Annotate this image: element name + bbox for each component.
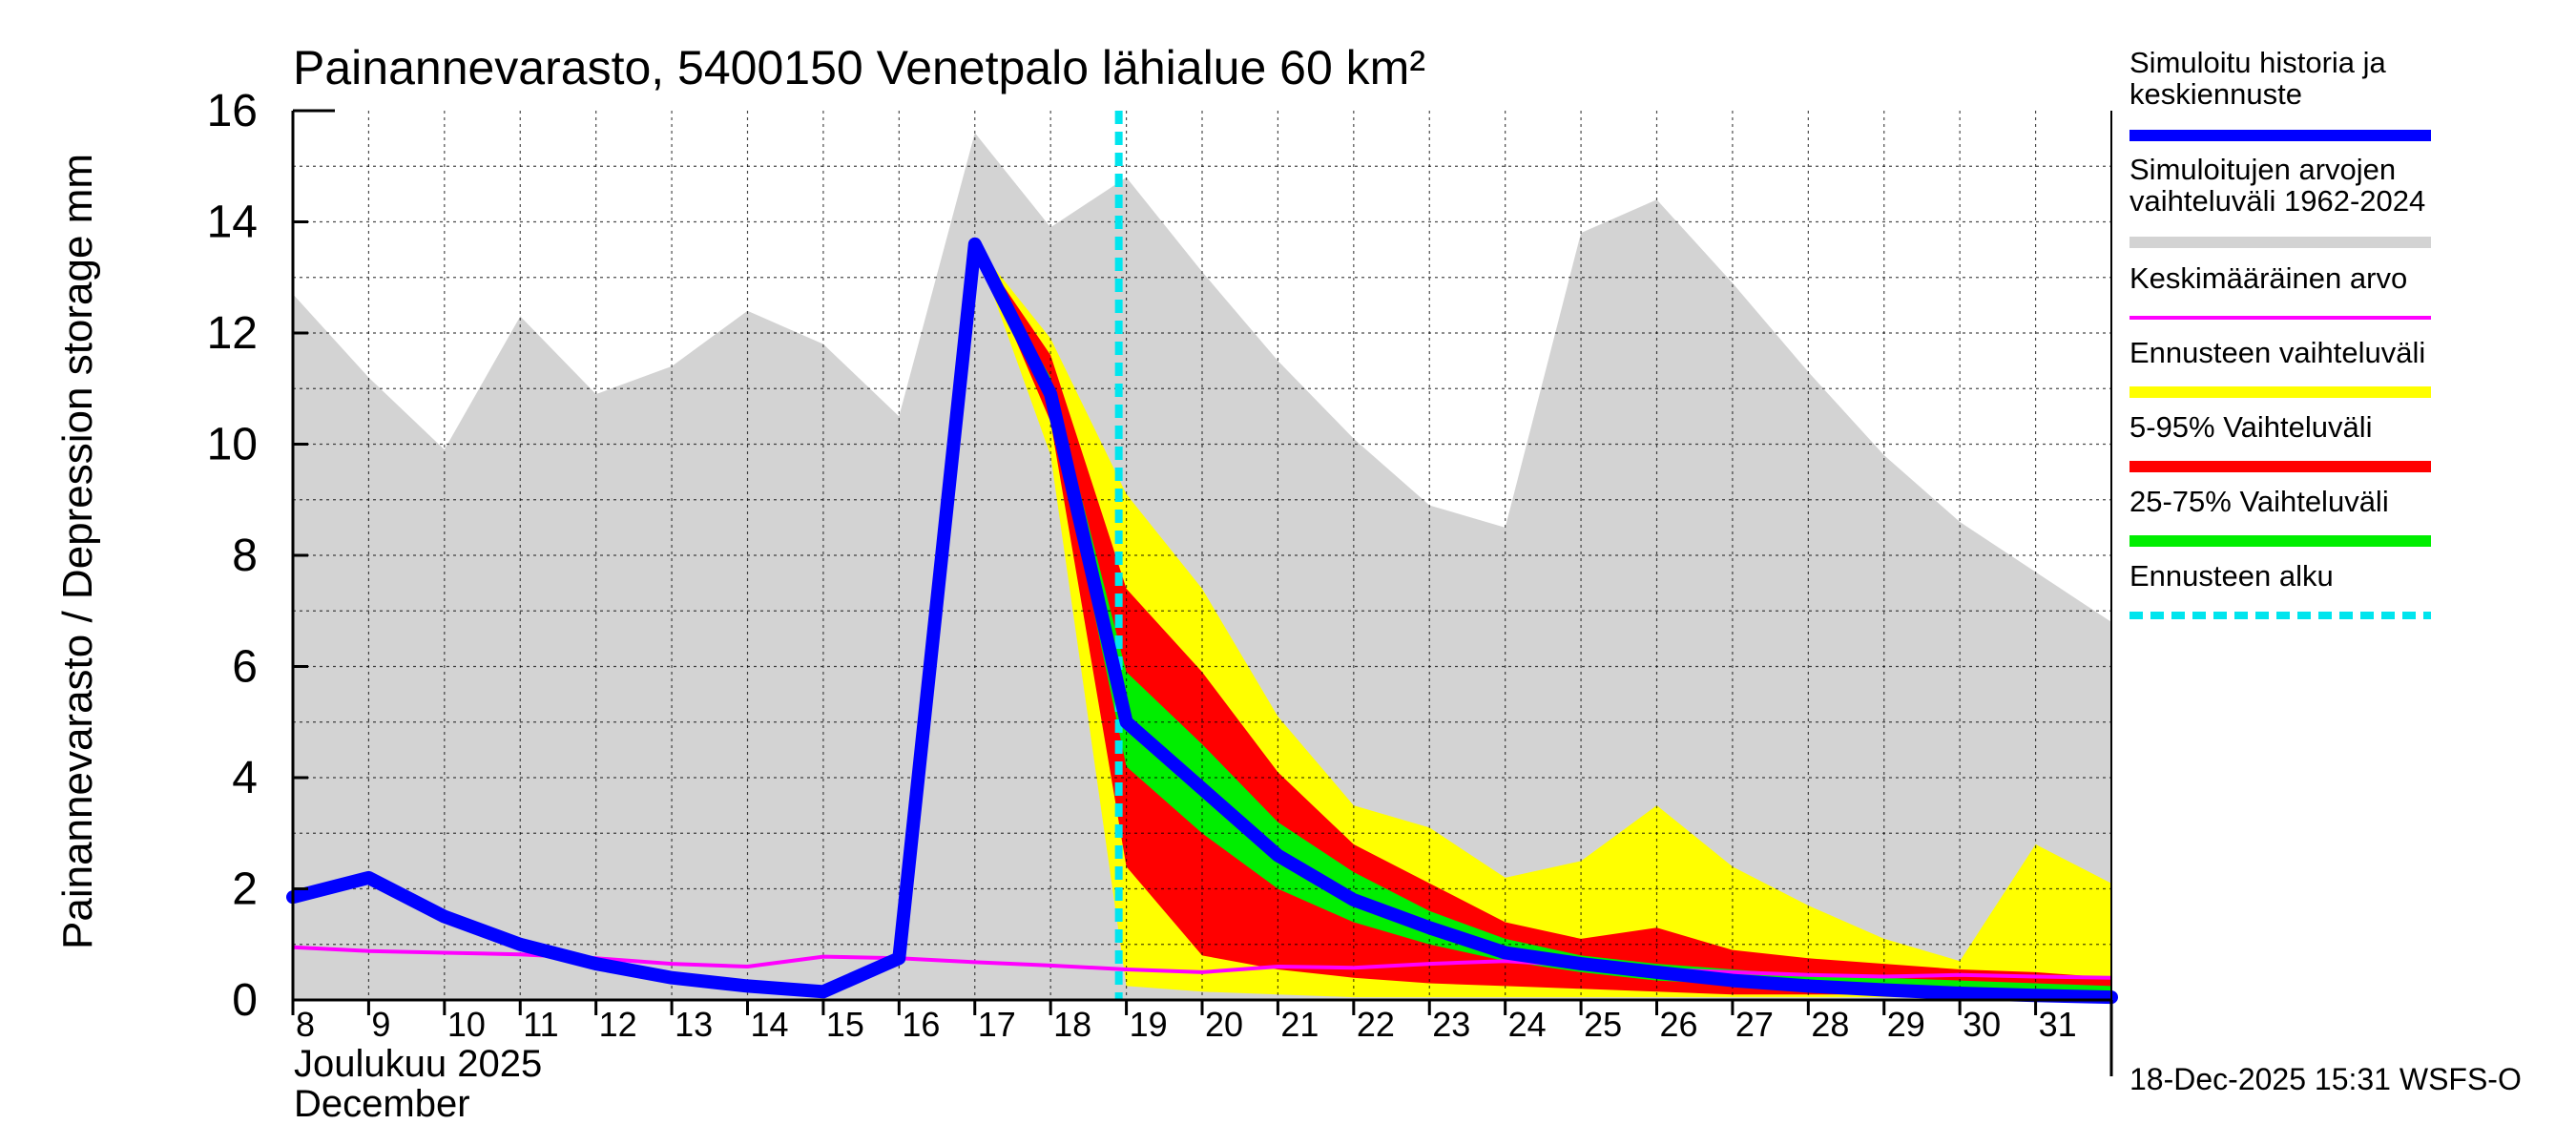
x-tick-label: 11 [523,1005,558,1044]
series-main-line [286,237,2118,1005]
y-tick-label: 0 [232,975,258,1026]
x-tick-label: 24 [1508,1005,1547,1044]
y-tick-label: 16 [207,86,258,136]
x-tick-label: 10 [447,1005,486,1044]
x-tick-label: 12 [599,1005,637,1044]
y-tick-label: 2 [232,864,258,915]
x-tick-label: 18 [1053,1005,1091,1044]
x-tick-label: 23 [1432,1005,1470,1044]
y-tick-label: 8 [232,531,258,581]
x-tick-label: 25 [1584,1005,1622,1044]
x-tick-label: 30 [1963,1005,2001,1044]
month-label-en: December [294,1083,470,1125]
x-tick-label: 13 [675,1005,713,1044]
legend-label: Ennusteen vaihteluväli [2129,336,2425,369]
grid-lines [293,111,2111,1000]
y-tick-label: 12 [207,308,258,359]
axes [291,109,2113,1076]
x-tick-label: 8 [296,1005,315,1044]
legend-label: Simuloitu historia ja [2129,46,2387,79]
y-tick-label: 10 [207,420,258,470]
legend-label: Keskimääräinen arvo [2129,261,2407,295]
x-tick-label: 15 [826,1005,864,1044]
y-tick-label: 14 [207,198,258,248]
chart-title: Painannevarasto, 5400150 Venetpalo lähia… [293,41,1425,94]
x-tick-label: 19 [1130,1005,1168,1044]
month-label-fi: Joulukuu 2025 [294,1043,542,1085]
x-tick-label: 26 [1660,1005,1698,1044]
x-tick-label: 14 [751,1005,789,1044]
y-axis-label: Painannevarasto / Depression storage mm [54,154,101,949]
legend-label: Ennusteen alku [2129,559,2334,593]
x-tick-label: 9 [371,1005,390,1044]
legend-label: 25-75% Vaihteluväli [2129,485,2389,518]
x-tick-label: 17 [978,1005,1016,1044]
x-tick-label: 22 [1357,1005,1395,1044]
x-tick-label: 16 [902,1005,940,1044]
x-tick-label: 20 [1205,1005,1243,1044]
x-tick-label: 29 [1887,1005,1925,1044]
legend-label: keskiennuste [2129,77,2302,111]
y-tick-label: 6 [232,642,258,693]
legend-label: vaihteluväli 1962-2024 [2129,184,2425,218]
chart-lines [286,111,2118,1005]
x-tick-label: 27 [1735,1005,1774,1044]
y-tick-label: 4 [232,753,258,803]
legend-label: Simuloitujen arvojen [2129,153,2396,186]
x-tick-label: 31 [2039,1005,2077,1044]
x-tick-label: 28 [1811,1005,1849,1044]
range-25-75-area [974,243,2111,995]
x-tick-label: 21 [1280,1005,1319,1044]
footer-timestamp: 18-Dec-2025 15:31 WSFS-O [2129,1062,2522,1096]
legend-label: 5-95% Vaihteluväli [2129,410,2372,444]
